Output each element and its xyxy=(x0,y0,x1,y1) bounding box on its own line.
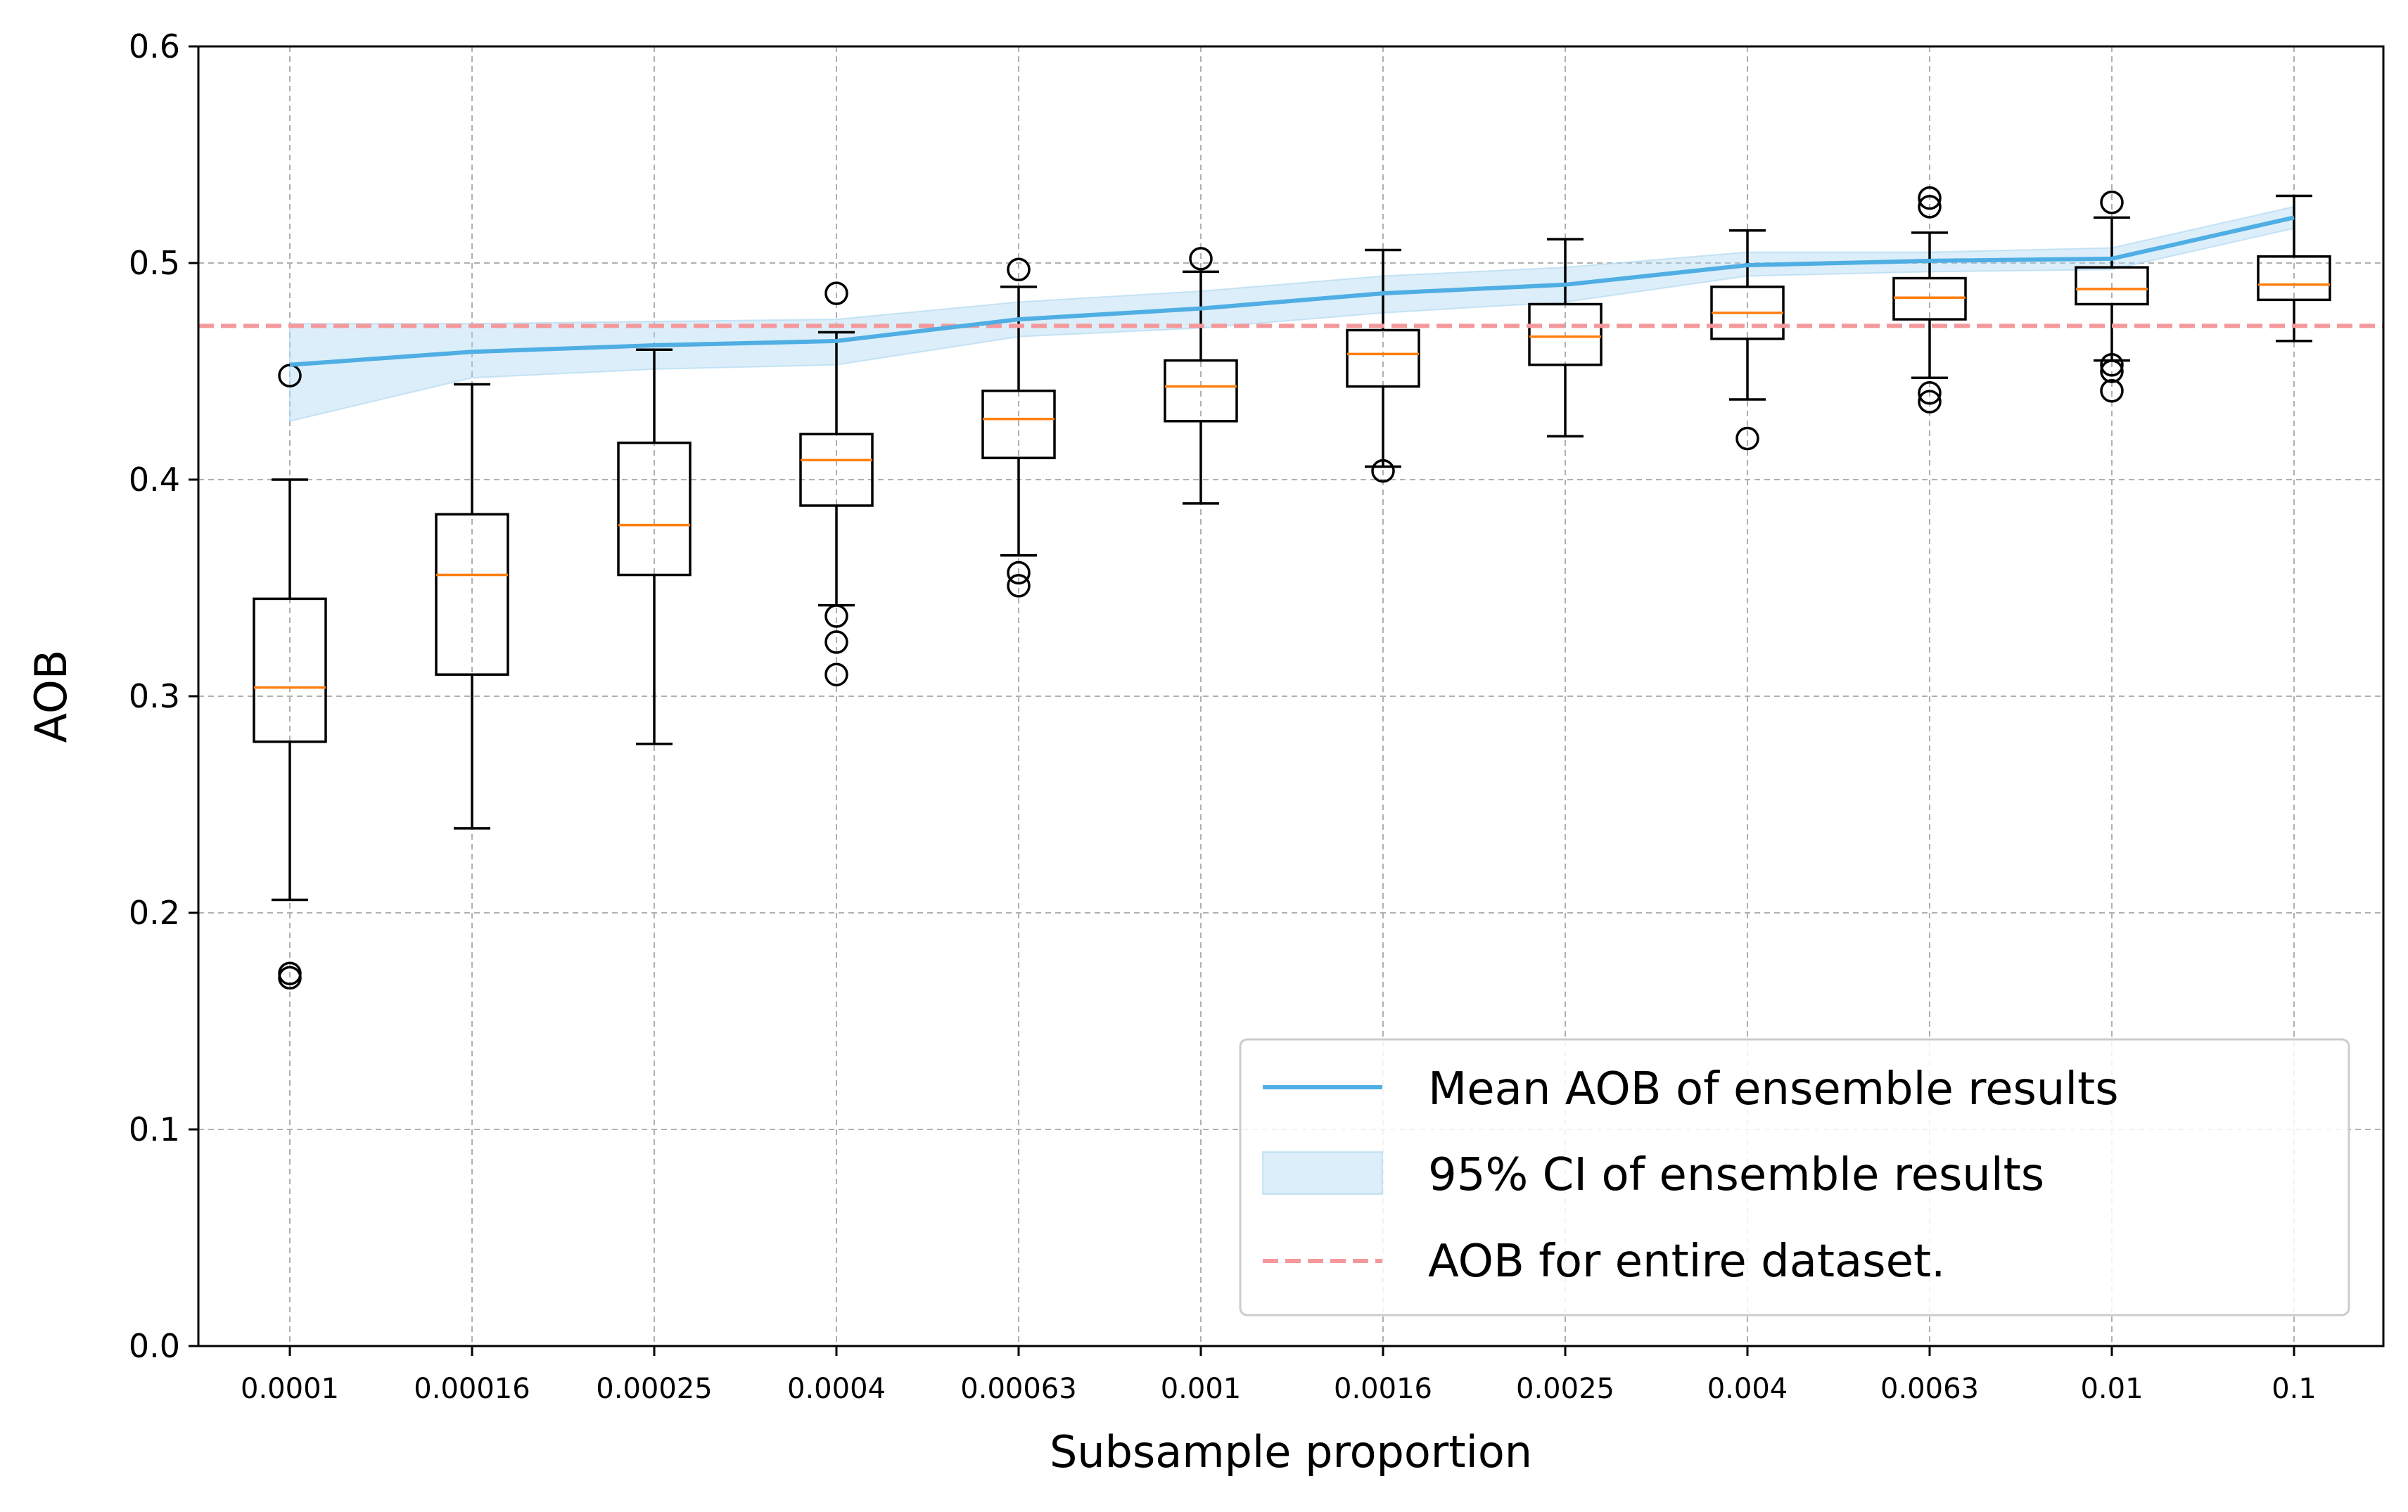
x-tick-label: 0.0025 xyxy=(1516,1373,1614,1405)
box-0.0025 xyxy=(1528,238,1603,438)
legend-label-reference: AOB for entire dataset. xyxy=(1428,1236,1945,1288)
box-0.00016 xyxy=(435,383,509,830)
x-tick-label: 0.004 xyxy=(1707,1373,1788,1405)
box-0.0001 xyxy=(253,364,327,990)
outlier-point xyxy=(824,604,848,628)
outlier-point xyxy=(2100,359,2124,383)
outlier-point xyxy=(824,630,848,654)
outlier-point xyxy=(1007,560,1031,585)
x-tick-label: 0.01 xyxy=(2080,1373,2143,1405)
outlier-point xyxy=(1918,186,1942,210)
outlier-point xyxy=(2100,191,2124,214)
outlier-point xyxy=(824,662,848,686)
y-tick-label: 0.2 xyxy=(129,894,180,932)
legend-frame xyxy=(1239,1038,2350,1316)
outlier-point xyxy=(824,281,848,305)
outlier-point xyxy=(278,364,302,387)
outlier-point xyxy=(1371,459,1395,483)
outlier-point xyxy=(1007,257,1031,281)
x-tick-label: 0.0001 xyxy=(241,1373,339,1405)
box-0.0063 xyxy=(1892,186,1967,414)
outlier-point xyxy=(1189,247,1213,271)
outlier-point xyxy=(2100,378,2124,403)
box-iqr xyxy=(2075,266,2149,306)
y-tick-label: 0.4 xyxy=(129,461,180,499)
box-0.0004 xyxy=(799,281,874,686)
x-tick-label: 0.1 xyxy=(2272,1373,2317,1405)
outlier-point xyxy=(1918,381,1942,405)
y-tick-label: 0.3 xyxy=(129,677,180,715)
y-tick-label: 0.6 xyxy=(129,27,180,65)
box-iqr xyxy=(1164,359,1238,423)
box-0.001 xyxy=(1164,247,1238,505)
legend-swatch-ci-band xyxy=(1262,1151,1383,1195)
outlier-point xyxy=(1918,390,1942,414)
box-iqr xyxy=(1528,302,1603,366)
boxplot-layer xyxy=(253,186,2331,990)
legend-label-ci: 95% CI of ensemble results xyxy=(1428,1149,2044,1201)
y-tick-label: 0.5 xyxy=(129,244,180,282)
x-tick-label: 0.0004 xyxy=(787,1373,886,1405)
outlier-point xyxy=(278,966,302,990)
outlier-point xyxy=(1007,574,1031,598)
mean-line-layer xyxy=(289,215,2295,367)
legend: Mean AOB of ensemble results 95% CI of e… xyxy=(1239,1038,2350,1316)
box-iqr xyxy=(253,597,327,743)
legend-label-mean: Mean AOB of ensemble results xyxy=(1428,1063,2119,1115)
box-0.00025 xyxy=(617,348,692,745)
box-iqr xyxy=(2257,255,2331,302)
box-0.01 xyxy=(2075,191,2149,403)
y-axis-title: AOB xyxy=(25,650,77,743)
box-iqr xyxy=(981,389,1056,459)
y-tick-label: 0.1 xyxy=(129,1110,180,1148)
outlier-point xyxy=(2100,353,2124,377)
box-0.1 xyxy=(2257,194,2331,342)
mean-line xyxy=(289,215,2295,367)
box-0.004 xyxy=(1710,229,1785,451)
box-0.0016 xyxy=(1346,248,1420,483)
x-tick-label: 0.001 xyxy=(1161,1373,1242,1405)
box-iqr xyxy=(1346,328,1420,388)
box-iqr xyxy=(617,441,692,577)
x-tick-label: 0.00025 xyxy=(596,1373,712,1405)
box-iqr xyxy=(435,513,509,676)
y-tick-label: 0.0 xyxy=(129,1327,180,1365)
axes: 0.0 0.1 0.2 0.3 0.4 0.5 0.6 0.0001 0.00016 0.0002… xyxy=(129,27,2317,1405)
x-tick-label: 0.0016 xyxy=(1334,1373,1432,1405)
box-0.00063 xyxy=(981,257,1056,598)
outlier-point xyxy=(1735,426,1759,451)
outlier-point xyxy=(1918,195,1942,219)
x-tick-label: 0.00016 xyxy=(414,1373,530,1405)
x-axis-title: Subsample proportion xyxy=(1050,1426,1532,1478)
x-tick-label: 0.00063 xyxy=(960,1373,1076,1405)
box-iqr xyxy=(799,433,874,507)
x-tick-label: 0.0063 xyxy=(1880,1373,1979,1405)
